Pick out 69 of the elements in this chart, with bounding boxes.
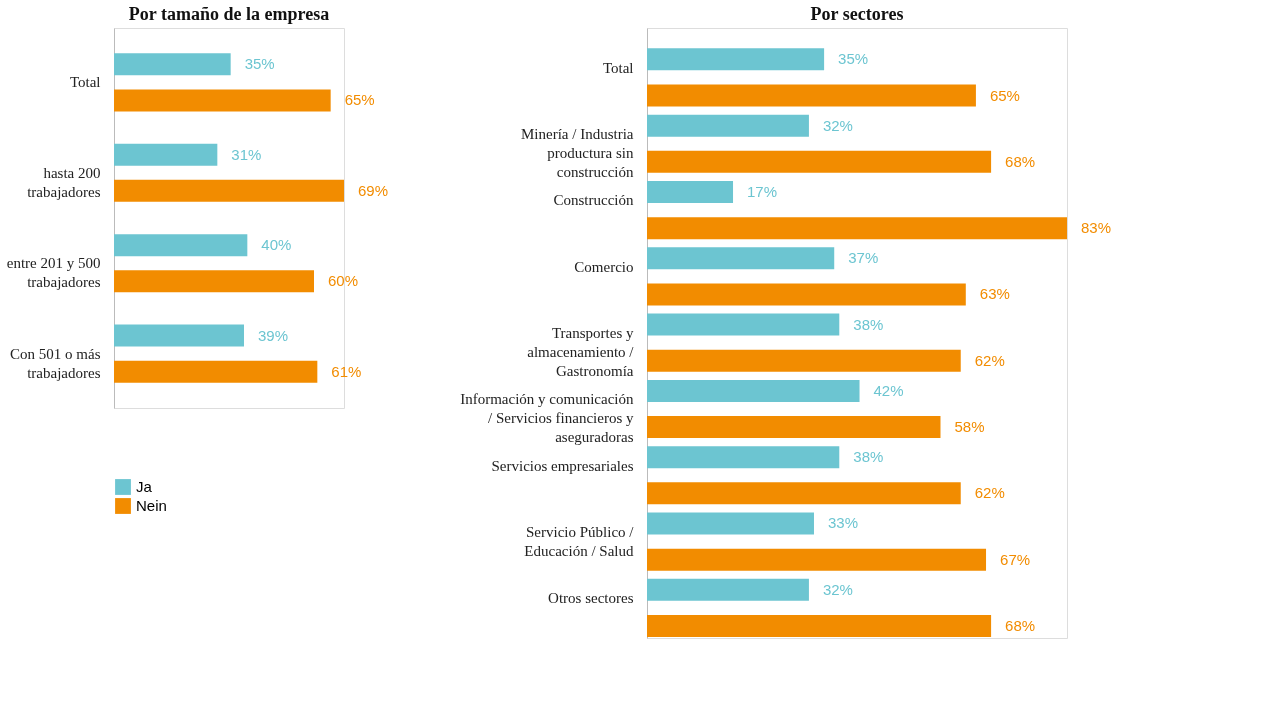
data-label: 62% — [974, 351, 1005, 369]
data-label: 38% — [853, 315, 884, 333]
data-label: 38% — [853, 448, 884, 466]
data-label: 68% — [1005, 616, 1036, 634]
bar — [647, 180, 734, 203]
legend-label: Nein — [136, 497, 167, 514]
bar — [647, 512, 814, 535]
legend-label: Ja — [136, 478, 153, 495]
data-label: 31% — [231, 145, 262, 163]
y-tick-label: Servicios empresariales — [491, 457, 634, 474]
data-label: 83% — [1081, 219, 1112, 237]
data-label: 33% — [827, 514, 859, 532]
data-label: 37% — [848, 249, 879, 267]
bar — [647, 114, 809, 137]
bar — [647, 614, 992, 637]
bar — [647, 416, 941, 439]
data-label: 60% — [328, 272, 359, 290]
bar — [647, 48, 825, 71]
bar — [647, 283, 966, 306]
data-label: 69% — [358, 181, 389, 199]
bar — [647, 150, 992, 173]
bar — [647, 313, 840, 336]
bar — [114, 179, 344, 202]
y-tick-label: Comercio — [574, 258, 634, 275]
data-label: 62% — [974, 484, 1005, 502]
y-tick-label: entre 201 y 500 trabajadores — [6, 255, 101, 291]
y-tick-label: Otros sectores — [548, 590, 634, 607]
bar — [114, 270, 314, 293]
data-label: 40% — [261, 236, 292, 254]
bar — [647, 548, 987, 571]
bar — [647, 446, 840, 469]
y-tick-label: Minería / Industria productura sin construcción — [521, 126, 634, 181]
data-label: 58% — [954, 418, 985, 436]
y-tick-label: Información y comunicación / Servicios financieros y aseguradoras — [460, 391, 634, 446]
y-tick-label: Con 501 o más trabajadores — [10, 345, 101, 381]
bar — [114, 324, 244, 347]
chart-title: Por sectores — [810, 4, 904, 24]
bar — [647, 578, 809, 601]
bar — [114, 53, 231, 76]
y-tick-label: Total — [69, 74, 101, 91]
chart-title: Por tamaño de la empresa — [128, 4, 330, 24]
data-label: 61% — [331, 362, 362, 380]
data-label: 67% — [1000, 550, 1031, 568]
data-label: 32% — [822, 580, 853, 598]
data-label: 39% — [258, 326, 289, 344]
data-label: 32% — [822, 116, 853, 134]
y-tick-label: Servicio Público / Educación / Salud — [524, 523, 635, 559]
data-label: 65% — [344, 91, 375, 109]
bar — [114, 143, 218, 166]
bar — [647, 349, 961, 372]
data-label: 42% — [873, 381, 904, 399]
data-label: 63% — [979, 285, 1010, 303]
bar — [647, 482, 961, 505]
data-label: 68% — [1005, 152, 1036, 170]
data-label: 35% — [244, 55, 275, 73]
y-tick-label: hasta 200 trabajadores — [27, 164, 101, 200]
bar — [647, 84, 976, 107]
data-label: 35% — [838, 50, 869, 68]
y-tick-label: Total — [602, 59, 634, 76]
data-label: 17% — [747, 182, 778, 200]
data-label: 65% — [989, 86, 1020, 104]
bar — [114, 89, 331, 112]
bar — [114, 360, 318, 383]
y-tick-label: Construcción — [553, 192, 634, 209]
bar — [114, 234, 248, 257]
bar — [647, 217, 1067, 240]
bar — [647, 247, 835, 270]
y-tick-label: Transportes y almacenamiento / Gastronomía — [527, 325, 635, 379]
bar — [647, 379, 860, 402]
